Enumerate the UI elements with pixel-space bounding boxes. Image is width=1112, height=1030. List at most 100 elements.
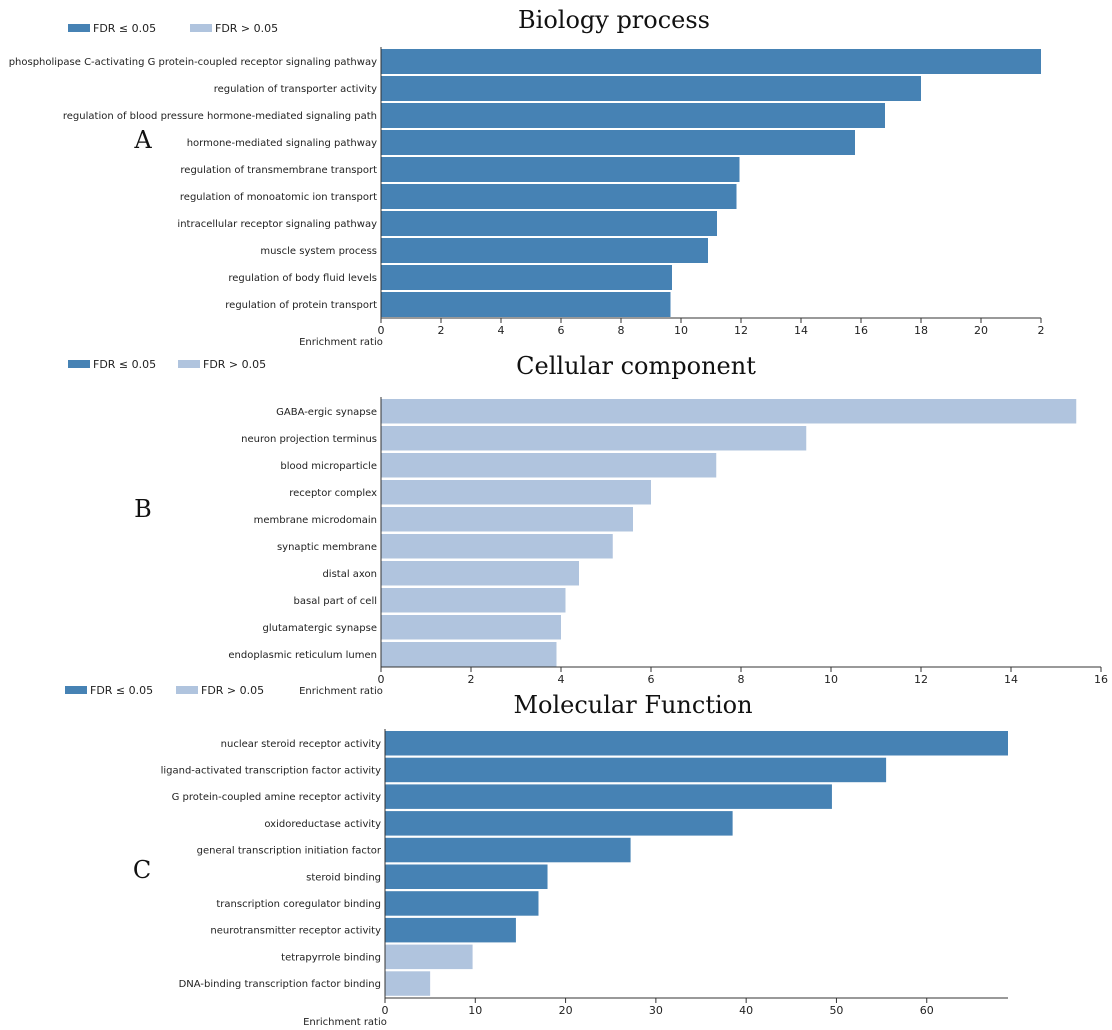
category-label: regulation of body fluid levels <box>228 273 377 284</box>
bar <box>385 731 1008 756</box>
legend-swatch-significant <box>68 360 90 368</box>
bar <box>381 561 579 586</box>
bar <box>381 399 1077 424</box>
bar <box>381 76 921 101</box>
x-tick-label: 2 <box>1038 324 1045 337</box>
legend-label-significant: FDR ≤ 0.05 <box>93 358 156 371</box>
x-tick-label: 8 <box>738 673 745 686</box>
bar <box>381 157 740 182</box>
x-tick-label: 8 <box>618 324 625 337</box>
category-label: basal part of cell <box>294 596 377 607</box>
chart-legend: FDR ≤ 0.05 FDR > 0.05 <box>68 22 278 35</box>
bar <box>385 837 631 863</box>
x-tick-label: 10 <box>824 673 838 686</box>
category-label: regulation of transmembrane transport <box>180 165 377 176</box>
category-label: distal axon <box>322 569 377 580</box>
category-label: regulation of monoatomic ion transport <box>180 192 377 203</box>
x-tick-label: 30 <box>649 1004 663 1017</box>
bar <box>381 588 566 613</box>
bar <box>381 130 855 155</box>
chart-title: Molecular Function <box>513 691 752 719</box>
category-label: blood microparticle <box>280 461 377 472</box>
x-tick-label: 16 <box>1094 673 1108 686</box>
x-tick-label: 6 <box>558 324 565 337</box>
bar <box>381 534 613 559</box>
chart-legend: FDR ≤ 0.05 FDR > 0.05 <box>65 684 264 697</box>
x-tick-label: 10 <box>674 324 688 337</box>
bar-series: GABA-ergic synapse neuron projection term… <box>228 399 1077 667</box>
legend-swatch-significant <box>65 686 87 694</box>
legend-swatch-not-significant <box>178 360 200 368</box>
bar <box>381 480 651 505</box>
category-label: glutamatergic synapse <box>263 623 378 634</box>
category-label: phospholipase C-activating G protein-cou… <box>9 57 377 68</box>
category-label: nuclear steroid receptor activity <box>221 739 381 750</box>
bar <box>381 211 717 236</box>
x-tick-label: 14 <box>1004 673 1018 686</box>
category-label: regulation of protein transport <box>225 300 377 311</box>
x-tick-label: 12 <box>734 324 748 337</box>
x-axis: 0 10 20 30 40 50 60 Enrichment ratio <box>303 729 1008 1028</box>
category-label: tetrapyrrole binding <box>281 952 381 963</box>
panel-label: C <box>133 856 151 884</box>
category-label: muscle system process <box>260 246 377 257</box>
bar-series: nuclear steroid receptor activity ligand-… <box>161 731 1008 996</box>
bar <box>381 103 885 128</box>
bar <box>381 292 671 317</box>
bar <box>381 426 807 451</box>
legend-label-significant: FDR ≤ 0.05 <box>90 684 153 697</box>
bar <box>385 784 832 809</box>
category-label: regulation of transporter activity <box>214 84 377 95</box>
bar <box>381 238 708 263</box>
category-label: hormone-mediated signaling pathway <box>187 138 377 149</box>
bar <box>381 49 1041 74</box>
x-tick-label: 10 <box>468 1004 482 1017</box>
x-axis-label: Enrichment ratio <box>299 686 383 697</box>
chart-legend: FDR ≤ 0.05 FDR > 0.05 <box>68 358 266 371</box>
chart-panel-b: FDR ≤ 0.05 FDR > 0.05 Cellular component B G… <box>68 352 1108 697</box>
legend-label-significant: FDR ≤ 0.05 <box>93 22 156 35</box>
chart-title: Cellular component <box>516 352 756 380</box>
chart-panel-c: FDR ≤ 0.05 FDR > 0.05 Molecular Function Cn… <box>65 684 1008 1028</box>
x-tick-label: 0 <box>378 673 385 686</box>
category-label: regulation of blood pressure hormone-med… <box>63 111 377 122</box>
x-tick-label: 12 <box>914 673 928 686</box>
bar <box>385 757 887 783</box>
bar <box>385 891 539 916</box>
x-tick-label: 4 <box>558 673 565 686</box>
category-label: receptor complex <box>289 488 377 499</box>
legend-label-not-significant: FDR > 0.05 <box>201 684 264 697</box>
x-tick-label: 18 <box>914 324 928 337</box>
bar <box>385 917 516 943</box>
bar <box>381 615 561 640</box>
x-tick-label: 60 <box>920 1004 934 1017</box>
x-tick-label: 40 <box>739 1004 753 1017</box>
chart-panel-a: FDR ≤ 0.05 FDR > 0.05 Biology process Aphos… <box>9 6 1045 348</box>
x-tick-label: 20 <box>559 1004 573 1017</box>
category-label: general transcription initiation factor <box>197 846 382 857</box>
x-tick-label: 0 <box>382 1004 389 1017</box>
bar <box>381 265 672 290</box>
legend-label-not-significant: FDR > 0.05 <box>203 358 266 371</box>
x-tick-label: 2 <box>468 673 475 686</box>
x-tick-label: 14 <box>794 324 808 337</box>
x-tick-label: 6 <box>648 673 655 686</box>
x-axis: 0 2 4 6 8 10 12 14 16 Enrichment ratio <box>299 397 1108 697</box>
legend-label-not-significant: FDR > 0.05 <box>215 22 278 35</box>
x-axis-label: Enrichment ratio <box>303 1017 387 1028</box>
bar <box>381 453 717 478</box>
legend-swatch-not-significant <box>176 686 198 694</box>
bar <box>381 184 737 209</box>
panel-label: B <box>134 495 152 523</box>
x-tick-label: 2 <box>438 324 445 337</box>
category-label: intracellular receptor signaling pathway <box>177 219 377 230</box>
panel-label: A <box>133 126 152 154</box>
bar <box>385 811 733 836</box>
category-label: transcription coregulator binding <box>216 899 381 910</box>
category-label: oxidoreductase activity <box>264 819 381 830</box>
bar <box>385 864 548 889</box>
category-label: GABA-ergic synapse <box>276 407 377 418</box>
bar <box>381 507 633 532</box>
bar-series: phospholipase C-activating G protein-cou… <box>9 49 1041 317</box>
